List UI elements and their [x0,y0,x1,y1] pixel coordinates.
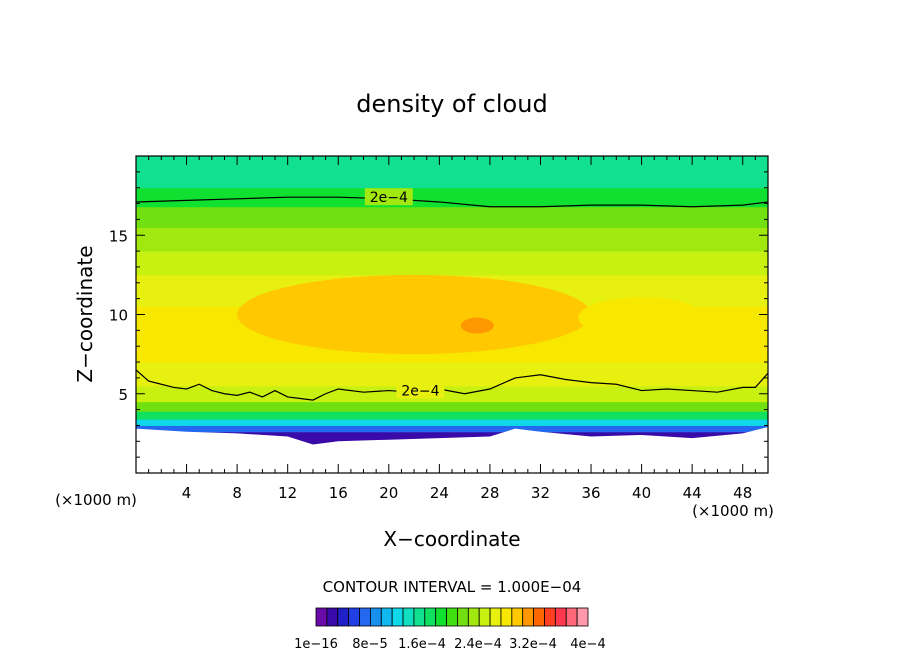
colorbar-swatch [348,607,360,627]
contour-label-bg [396,381,445,399]
colorbar-swatch [565,607,578,627]
colorbar-swatch [326,607,339,627]
y-tick-label: 15 [109,227,128,245]
contour-label: 2e−4 [370,190,408,206]
colorbar-label: 3.2e−4 [509,637,557,652]
field-band [136,251,768,276]
x-tick-label: 20 [379,484,398,502]
colorbar-label: 2.4e−4 [454,637,502,652]
x-tick-label: 44 [683,484,702,502]
x-tick-label: 48 [733,484,752,502]
contour-interval-text: CONTOUR INTERVAL = 1.000E−04 [323,578,582,596]
contour-lines [136,196,768,401]
colorbar-swatch [500,607,513,627]
colorbar-swatch [544,607,556,627]
colorbar-swatch [576,607,589,627]
colorbar-swatch [391,607,404,627]
plot-area [136,156,768,473]
colorbar-swatch [435,607,447,627]
colorbar-swatch [522,607,534,627]
x-tick-label: 36 [581,484,600,502]
colorbar-swatch [457,607,469,627]
x-unit-left: (×1000 m) [55,491,137,509]
y-axis-label: Z−coordinate [73,245,97,382]
field-band [136,187,768,208]
field-band [136,401,768,412]
field-band [136,156,768,189]
x-unit-right: (×1000 m) [692,502,774,520]
contour-labels: 2e−4 2e−4 [364,188,445,400]
colorbar-swatch [315,607,328,627]
field-band [136,227,768,252]
density-core [237,274,592,355]
x-tick-label: 12 [278,484,297,502]
density-core [578,297,705,339]
colorbar-swatch [413,607,426,627]
colorbar-swatch [511,607,524,627]
colorbar-swatch [467,607,480,627]
colorbar-swatch [533,607,545,627]
colorbar-label: 1.6e−4 [398,637,446,652]
contour-label: 2e−4 [401,384,439,400]
field-band [136,362,768,387]
contour-line [136,196,768,208]
colorbar-swatch [337,607,350,627]
y-tick-label: 10 [109,307,128,325]
x-tick-label: 40 [632,484,651,502]
x-tick-label: 28 [480,484,499,502]
colorbar-label: 1e−16 [294,637,338,652]
field-band [136,419,768,426]
colorbar-swatch [359,607,371,627]
colorbar-swatch [489,607,502,627]
y-tick-label: 5 [118,386,128,404]
below-cloud-base [136,427,768,473]
colorbar [315,607,589,627]
colorbar-swatch [380,607,393,627]
x-tick-label: 32 [531,484,550,502]
colorbar-labels: 1e−16 8e−5 1.6e−4 2.4e−4 3.2e−4 4e−4 [294,637,606,652]
contour-label-bg [364,188,413,206]
density-peak [460,317,494,334]
colorbar-swatch [478,607,491,627]
contour-line [136,369,768,401]
colorbar-swatch [446,607,458,627]
field-band [136,411,768,420]
colorbar-swatch [424,607,437,627]
colorbar-swatch [369,607,382,627]
colorbar-swatch [402,607,415,627]
x-axis-ticks: 4 8 12 16 20 24 28 32 36 40 44 48 [148,156,756,502]
x-tick-label: 16 [329,484,348,502]
density-field [136,156,768,473]
y-axis-ticks: 5 10 15 [109,171,768,458]
colorbar-swatch [554,607,567,627]
x-axis-label: X−coordinate [383,527,520,551]
colorbar-label: 8e−5 [352,637,387,652]
chart-title: density of cloud [356,90,547,118]
field-band [136,206,768,228]
x-tick-label: 24 [430,484,449,502]
colorbar-label: 4e−4 [570,637,605,652]
x-tick-label: 4 [182,484,192,502]
field-band [136,425,768,433]
x-tick-label: 8 [232,484,242,502]
